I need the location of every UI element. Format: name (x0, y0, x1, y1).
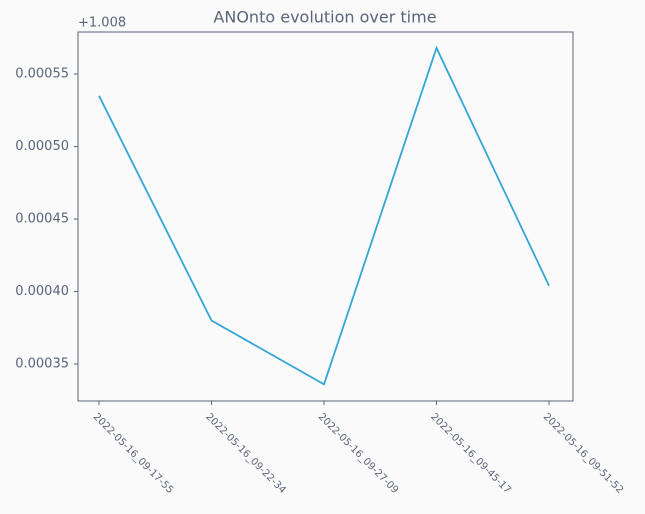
line (98, 45, 550, 386)
plot-frame (77, 31, 574, 402)
y-tick-label: 0.00050 (15, 139, 69, 154)
y-tick-label: 0.00045 (15, 212, 69, 227)
y-offset-label: +1.008 (78, 16, 126, 31)
chart-title: ANOnto evolution over time (213, 8, 436, 27)
y-tick-label: 0.00040 (15, 284, 69, 299)
y-tick-label: 0.00055 (15, 67, 69, 82)
y-tick-label: 0.00035 (15, 357, 69, 372)
